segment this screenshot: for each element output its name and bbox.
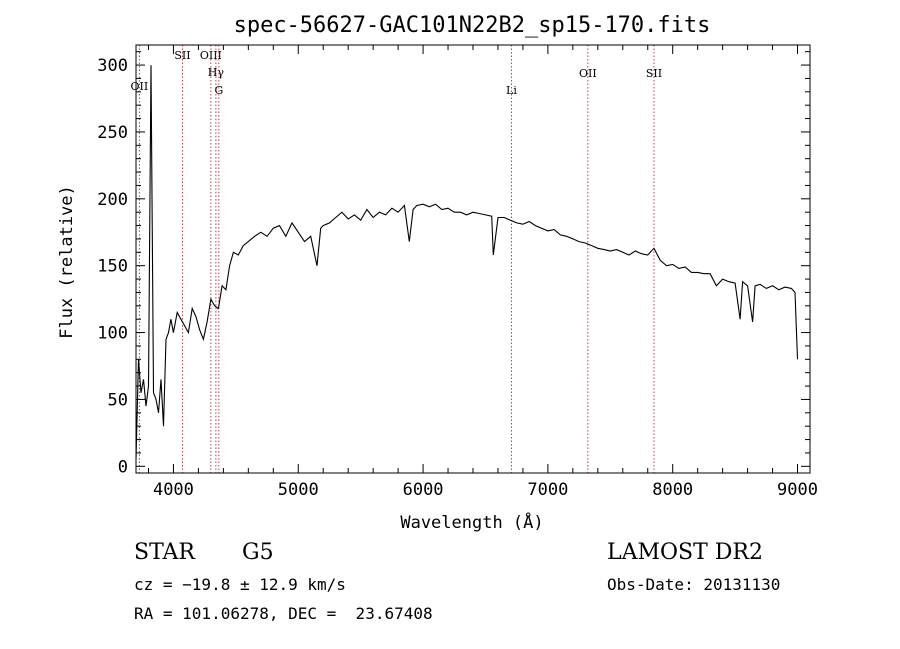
y-tick-label: 150: [97, 257, 128, 277]
x-tick-label: 7000: [527, 480, 568, 500]
x-tick-label: 6000: [403, 480, 444, 500]
y-axis-label: Flux (relative): [57, 185, 77, 339]
spectral-line-label: Li: [506, 84, 517, 97]
object-class: STAR: [134, 540, 195, 565]
spectral-line-label: G: [214, 84, 223, 97]
spectral-line-label: OII: [579, 67, 597, 80]
axis-ticks: 4000 5000 6000 7000 8000 9000 0 50 100 150 200 250 3…: [97, 45, 818, 500]
spectral-line-label: SII: [646, 67, 662, 80]
survey-name: LAMOST DR2: [607, 540, 763, 565]
spectral-line-markers: OII SII OIII Hγ G Li OII SII: [131, 45, 662, 473]
x-tick-label: 5000: [278, 480, 319, 500]
y-tick-label: 200: [97, 190, 128, 210]
y-tick-label: 0: [118, 457, 128, 477]
plot-frame: [135, 44, 811, 474]
coordinates: RA = 101.06278, DEC = 23.67408: [134, 604, 433, 623]
x-tick-label: 9000: [777, 480, 818, 500]
x-tick-label: 4000: [153, 480, 194, 500]
chart-title: spec-56627-GAC101N22B2_sp15-170.fits: [234, 13, 711, 38]
x-axis-label: Wavelength (Å): [400, 511, 543, 533]
redshift-velocity: cz = −19.8 ± 12.9 km/s: [134, 575, 346, 594]
y-tick-label: 50: [108, 390, 128, 410]
y-tick-label: 300: [97, 56, 128, 76]
observation-date: Obs-Date: 20131130: [607, 575, 781, 594]
spectrum-chart: spec-56627-GAC101N22B2_sp15-170.fits OII…: [57, 13, 818, 533]
flux-series-line: [135, 65, 799, 460]
spectral-line-label: OII: [131, 80, 149, 93]
spectral-line-label: Hγ: [208, 66, 225, 79]
object-subclass: G5: [242, 540, 274, 565]
x-tick-label: 8000: [652, 480, 693, 500]
spectral-line-label: SII: [174, 49, 190, 62]
y-tick-label: 250: [97, 123, 128, 143]
spectral-line-label: OIII: [200, 49, 222, 62]
y-tick-label: 100: [97, 324, 128, 344]
